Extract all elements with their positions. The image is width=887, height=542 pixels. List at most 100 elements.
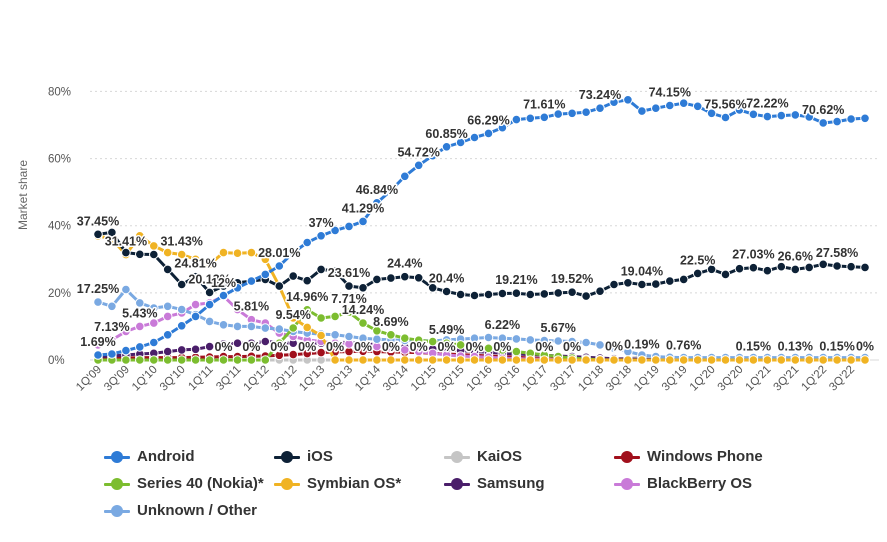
data-point[interactable]: [581, 107, 591, 117]
data-point[interactable]: [274, 338, 285, 349]
data-point[interactable]: [400, 171, 410, 182]
data-point[interactable]: [609, 97, 619, 107]
legend-item[interactable]: BlackBerry OS: [614, 474, 834, 493]
data-point[interactable]: [483, 343, 494, 354]
data-point[interactable]: [720, 269, 731, 280]
data-point[interactable]: [720, 355, 731, 365]
data-point[interactable]: [358, 216, 368, 227]
data-point[interactable]: [581, 337, 591, 348]
data-point[interactable]: [288, 323, 299, 333]
data-point[interactable]: [567, 355, 577, 365]
data-point[interactable]: [149, 303, 159, 313]
data-point[interactable]: [413, 355, 424, 365]
data-point[interactable]: [595, 286, 605, 297]
data-point[interactable]: [121, 345, 131, 356]
data-point[interactable]: [162, 355, 173, 365]
data-point[interactable]: [93, 340, 103, 350]
data-point[interactable]: [190, 344, 201, 355]
data-point[interactable]: [734, 263, 745, 274]
data-point[interactable]: [651, 103, 661, 113]
data-point[interactable]: [525, 355, 536, 365]
data-point[interactable]: [204, 259, 215, 270]
data-point[interactable]: [204, 341, 215, 352]
data-point[interactable]: [162, 247, 173, 258]
data-point[interactable]: [400, 355, 410, 365]
data-point[interactable]: [539, 289, 550, 299]
data-point[interactable]: [386, 185, 396, 196]
data-point[interactable]: [511, 334, 522, 344]
data-point[interactable]: [176, 355, 187, 365]
data-point[interactable]: [860, 113, 870, 124]
data-point[interactable]: [149, 241, 159, 251]
data-point[interactable]: [553, 109, 564, 119]
data-point[interactable]: [176, 249, 187, 260]
data-point[interactable]: [748, 109, 759, 120]
data-point[interactable]: [260, 355, 271, 365]
data-point[interactable]: [107, 301, 117, 312]
data-point[interactable]: [358, 355, 368, 365]
data-point[interactable]: [246, 247, 257, 258]
data-point[interactable]: [372, 355, 382, 365]
data-point[interactable]: [567, 287, 577, 298]
data-point[interactable]: [358, 318, 368, 328]
data-point[interactable]: [176, 304, 187, 315]
data-point[interactable]: [274, 324, 285, 334]
data-point[interactable]: [344, 331, 354, 342]
data-point[interactable]: [692, 101, 703, 112]
data-point[interactable]: [678, 98, 689, 108]
data-point[interactable]: [623, 278, 633, 288]
data-point[interactable]: [232, 355, 243, 365]
data-point[interactable]: [748, 262, 759, 273]
data-point[interactable]: [581, 291, 591, 301]
data-point[interactable]: [344, 281, 354, 291]
data-point[interactable]: [609, 279, 619, 290]
data-point[interactable]: [107, 349, 117, 359]
data-point[interactable]: [386, 330, 396, 340]
data-point[interactable]: [511, 114, 522, 125]
data-point[interactable]: [135, 298, 145, 308]
data-point[interactable]: [553, 355, 564, 365]
data-point[interactable]: [232, 338, 243, 349]
data-point[interactable]: [678, 274, 689, 285]
data-point[interactable]: [413, 160, 424, 171]
data-point[interactable]: [595, 355, 605, 365]
data-point[interactable]: [121, 284, 131, 295]
data-point[interactable]: [455, 137, 466, 148]
data-point[interactable]: [455, 289, 466, 300]
data-point[interactable]: [623, 95, 633, 105]
data-point[interactable]: [135, 321, 145, 332]
data-point[interactable]: [316, 313, 326, 323]
data-point[interactable]: [539, 335, 550, 346]
data-point[interactable]: [455, 355, 466, 365]
data-point[interactable]: [413, 335, 424, 346]
data-point[interactable]: [330, 355, 340, 365]
data-point[interactable]: [469, 132, 480, 143]
data-point[interactable]: [553, 336, 564, 346]
data-point[interactable]: [748, 355, 759, 365]
data-point[interactable]: [162, 264, 173, 275]
data-point[interactable]: [441, 286, 452, 297]
data-point[interactable]: [469, 355, 480, 365]
data-point[interactable]: [204, 355, 215, 365]
legend-item[interactable]: Unknown / Other: [104, 501, 274, 520]
data-point[interactable]: [706, 264, 717, 275]
data-point[interactable]: [846, 355, 856, 365]
legend-item[interactable]: iOS: [274, 447, 444, 466]
data-point[interactable]: [162, 311, 173, 322]
data-point[interactable]: [218, 355, 229, 365]
data-point[interactable]: [121, 247, 131, 258]
data-point[interactable]: [595, 103, 605, 113]
data-point[interactable]: [818, 118, 829, 128]
data-point[interactable]: [832, 355, 842, 365]
data-point[interactable]: [427, 150, 438, 161]
data-point[interactable]: [330, 266, 340, 276]
data-point[interactable]: [567, 336, 577, 347]
data-point[interactable]: [358, 283, 368, 293]
data-point[interactable]: [107, 335, 117, 345]
data-point[interactable]: [302, 348, 313, 359]
data-point[interactable]: [176, 345, 187, 355]
data-point[interactable]: [204, 299, 215, 310]
data-point[interactable]: [455, 340, 466, 350]
data-point[interactable]: [776, 110, 787, 121]
data-point[interactable]: [483, 128, 494, 139]
